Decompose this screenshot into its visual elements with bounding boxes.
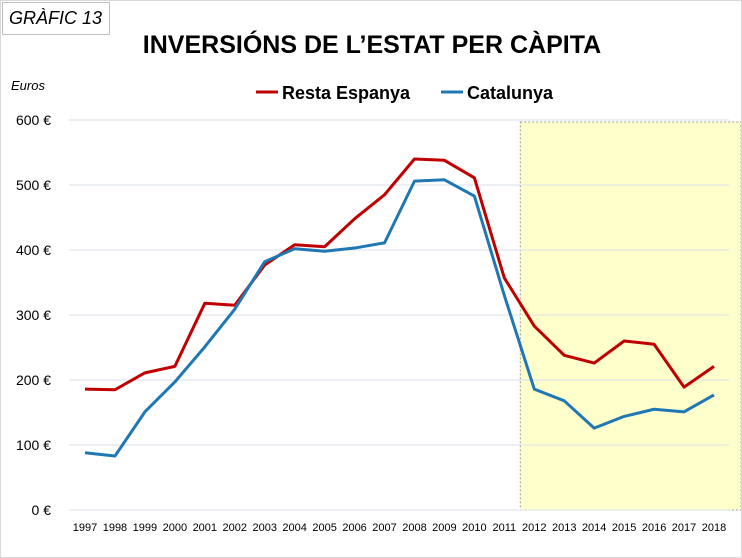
x-tick-label: 1997 <box>73 522 97 534</box>
x-tick-label: 1998 <box>103 522 127 534</box>
y-tick-label: 200 € <box>16 372 51 388</box>
x-tick-label: 2011 <box>493 522 517 534</box>
x-tick-label: 2015 <box>612 522 636 534</box>
x-tick-label: 1999 <box>133 522 157 534</box>
legend-label: Catalunya <box>467 83 554 103</box>
x-tick-label: 2005 <box>312 522 336 534</box>
chart-title: INVERSIÓNS DE L’ESTAT PER CÀPITA <box>142 31 602 59</box>
x-tick-label: 2012 <box>522 522 546 534</box>
y-tick-label: 0 € <box>32 502 52 518</box>
x-tick-label: 2017 <box>672 522 696 534</box>
series-line-0 <box>84 157 715 392</box>
x-tick-label: 2002 <box>223 522 247 534</box>
legend-label: Resta Espanya <box>282 83 411 103</box>
x-tick-label: 2007 <box>372 522 396 534</box>
series-line-1 <box>84 178 715 458</box>
x-tick-label: 2018 <box>702 522 726 534</box>
y-tick-label: 400 € <box>16 242 51 258</box>
highlight-region <box>519 121 741 511</box>
x-tick-label: 2016 <box>642 522 666 534</box>
x-tick-label: 2001 <box>193 522 217 534</box>
y-tick-label: 300 € <box>16 307 51 323</box>
chart-number-badge: GRÀFIC 13 <box>2 2 110 35</box>
x-tick-label: 2000 <box>163 522 187 534</box>
y-tick-label: 100 € <box>16 437 51 453</box>
x-tick-label: 2009 <box>432 522 456 534</box>
y-axis-label: Euros <box>11 78 45 93</box>
y-tick-label: 600 € <box>16 112 51 128</box>
x-tick-label: 2014 <box>582 522 606 534</box>
x-tick-label: 2004 <box>282 522 306 534</box>
x-tick-label: 2003 <box>252 522 276 534</box>
x-tick-label: 2010 <box>462 522 486 534</box>
x-tick-label: 2013 <box>552 522 576 534</box>
x-tick-label: 2008 <box>402 522 426 534</box>
y-tick-label: 500 € <box>16 177 51 193</box>
x-tick-label: 2006 <box>342 522 366 534</box>
